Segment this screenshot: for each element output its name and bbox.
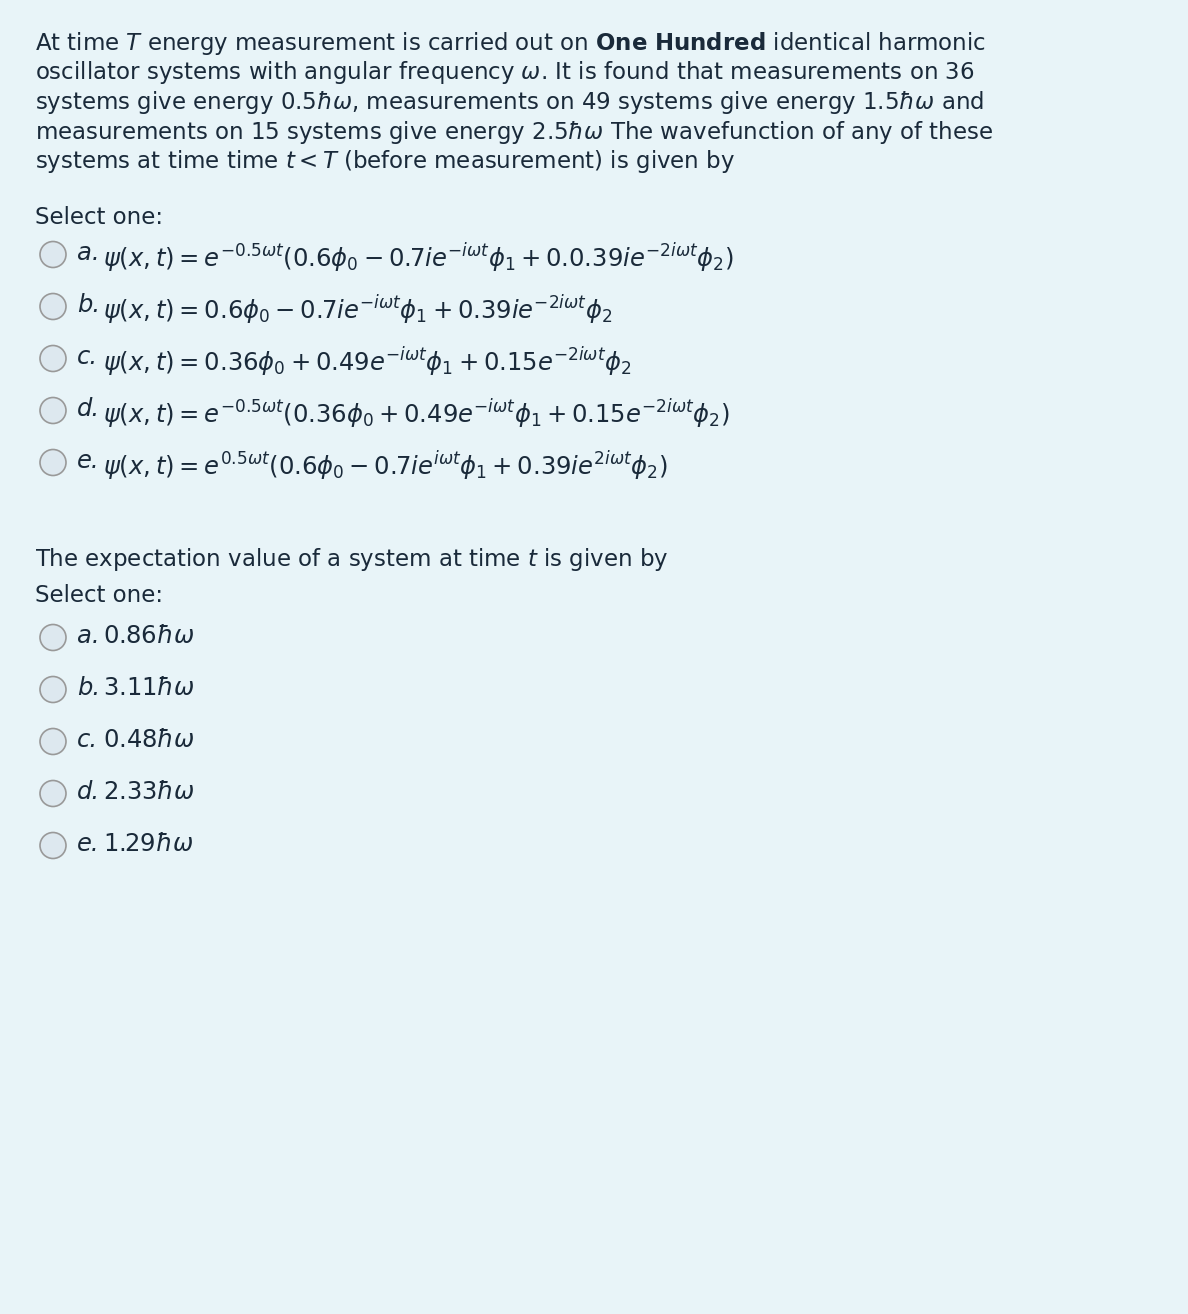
Text: systems at time time $t < T$ (before measurement) is given by: systems at time time $t < T$ (before mea… xyxy=(34,148,735,175)
Text: Select one:: Select one: xyxy=(34,205,163,229)
Text: At time $\mathit{T}$ energy measurement is carried out on $\mathbf{One\ Hundred}: At time $\mathit{T}$ energy measurement … xyxy=(34,30,986,57)
Circle shape xyxy=(40,624,67,650)
Text: a.: a. xyxy=(77,242,100,265)
Text: a.: a. xyxy=(77,624,100,649)
Text: $0.48\hbar\omega$: $0.48\hbar\omega$ xyxy=(103,728,195,753)
Text: systems give energy $0.5\hbar\omega$, measurements on 49 systems give energy $1.: systems give energy $0.5\hbar\omega$, me… xyxy=(34,89,984,116)
Text: e.: e. xyxy=(77,449,100,473)
Text: The expectation value of a system at time $t$ is given by: The expectation value of a system at tim… xyxy=(34,547,669,573)
Text: $3.11\hbar\omega$: $3.11\hbar\omega$ xyxy=(103,677,195,700)
Text: Select one:: Select one: xyxy=(34,585,163,607)
Text: measurements on 15 systems give energy $2.5\hbar\omega$ The wavefunction of any : measurements on 15 systems give energy $… xyxy=(34,118,993,146)
Circle shape xyxy=(40,833,67,858)
Circle shape xyxy=(40,781,67,807)
Text: e.: e. xyxy=(77,833,100,857)
Text: $2.33\hbar\omega$: $2.33\hbar\omega$ xyxy=(103,781,195,804)
Text: $\psi(x,t) = 0.36\phi_0 + 0.49e^{-i\omega t}\phi_1 + 0.15e^{-2i\omega t}\phi_2$: $\psi(x,t) = 0.36\phi_0 + 0.49e^{-i\omeg… xyxy=(103,346,632,378)
Text: c.: c. xyxy=(77,728,99,753)
Text: b.: b. xyxy=(77,677,100,700)
Circle shape xyxy=(40,449,67,476)
Text: $\psi(x,t) = e^{-0.5\omega t}(0.6\phi_0 - 0.7ie^{-i\omega t}\phi_1 + 0.0.39ie^{-: $\psi(x,t) = e^{-0.5\omega t}(0.6\phi_0 … xyxy=(103,242,733,275)
Circle shape xyxy=(40,677,67,703)
Text: d.: d. xyxy=(77,781,100,804)
Circle shape xyxy=(40,293,67,319)
Text: $0.86\hbar\omega$: $0.86\hbar\omega$ xyxy=(103,624,195,649)
Circle shape xyxy=(40,242,67,268)
Text: $1.29\hbar\omega$: $1.29\hbar\omega$ xyxy=(103,833,194,857)
Text: c.: c. xyxy=(77,346,99,369)
Circle shape xyxy=(40,346,67,372)
Text: b.: b. xyxy=(77,293,100,318)
Text: $\psi(x,t) = e^{0.5\omega t}(0.6\phi_0 - 0.7ie^{i\omega t}\phi_1 + 0.39ie^{2i\om: $\psi(x,t) = e^{0.5\omega t}(0.6\phi_0 -… xyxy=(103,449,668,484)
Text: d.: d. xyxy=(77,398,100,422)
Circle shape xyxy=(40,398,67,423)
Text: $\psi(x,t) = e^{-0.5\omega t}(0.36\phi_0 + 0.49e^{-i\omega t}\phi_1 + 0.15e^{-2i: $\psi(x,t) = e^{-0.5\omega t}(0.36\phi_0… xyxy=(103,398,729,431)
Text: $\psi(x,t) = 0.6\phi_0 - 0.7ie^{-i\omega t}\phi_1 + 0.39ie^{-2i\omega t}\phi_2$: $\psi(x,t) = 0.6\phi_0 - 0.7ie^{-i\omega… xyxy=(103,293,612,327)
Circle shape xyxy=(40,728,67,754)
Text: oscillator systems with angular frequency $\omega$. It is found that measurement: oscillator systems with angular frequenc… xyxy=(34,59,974,87)
